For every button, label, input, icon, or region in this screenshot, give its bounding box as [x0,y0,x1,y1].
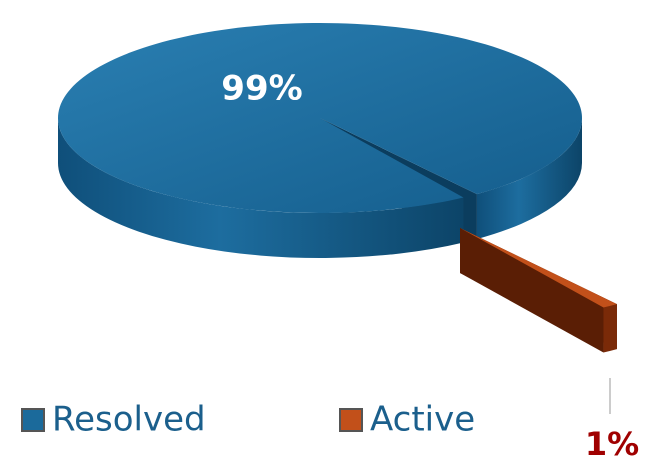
slice-top [57,23,582,214]
slice-side [476,118,582,240]
slice-top [460,228,617,308]
pie: 99% [57,23,617,353]
slice-side [58,118,464,258]
legend-label: Active [370,400,475,440]
legend: Resolved Active [21,400,475,440]
data-label: 1% [585,425,639,463]
legend-label: Resolved [52,400,206,440]
data-label: 99% [221,69,302,109]
legend-swatch [339,408,363,432]
legend-swatch [21,408,45,432]
slice-side [603,304,617,353]
slice-cut-face [460,228,604,353]
